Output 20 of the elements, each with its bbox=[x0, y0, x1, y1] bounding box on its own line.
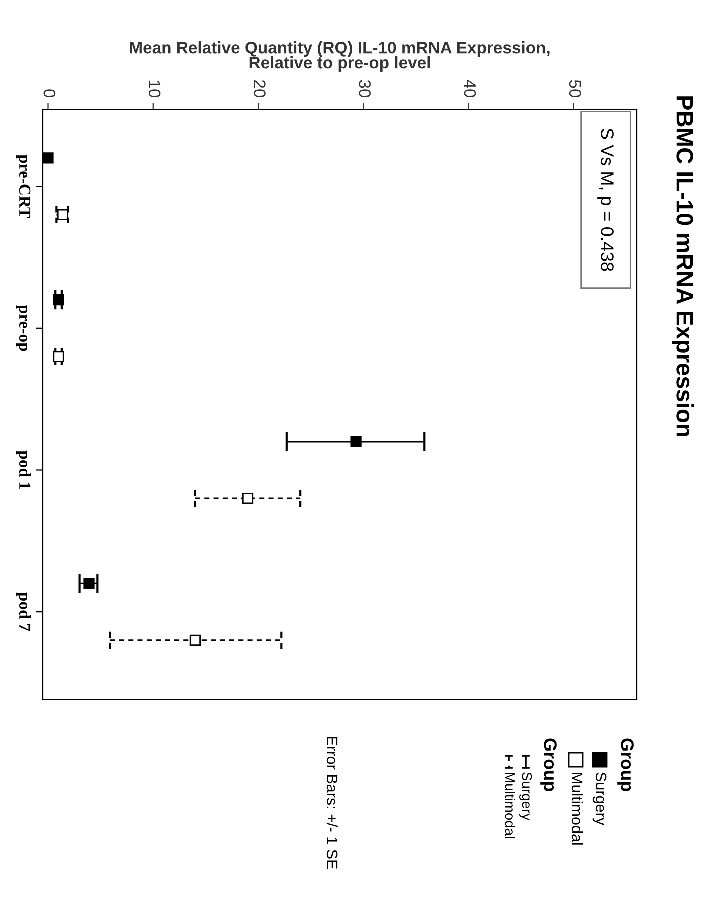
text: Group bbox=[540, 738, 557, 792]
y-tick-label: pre-CRT bbox=[16, 154, 31, 218]
x-tick-label: 0 bbox=[44, 90, 56, 98]
x-axis-title: Mean Relative Quantity (RQ) IL-10 mRNA Expression, Relative to pre-op level bbox=[130, 42, 550, 72]
text: Surgery bbox=[592, 772, 607, 826]
legend-title: Group bbox=[618, 738, 634, 792]
legend-label: Surgery bbox=[520, 772, 532, 821]
annotation: S Vs M, p = 0.438 bbox=[598, 128, 614, 272]
y-tick-label: pod 7 bbox=[16, 592, 32, 632]
text: PBMC IL-10 mRNA Expression bbox=[672, 96, 694, 436]
x-tick-label: 30 bbox=[359, 80, 371, 98]
x-tick-label: 10 bbox=[148, 80, 161, 98]
text: Error Bars: +/- 1 SE bbox=[326, 737, 338, 870]
x-tick-label: 40 bbox=[464, 80, 476, 98]
y-tick-label: pod 1 bbox=[16, 450, 32, 490]
y-tick-label: pre-op bbox=[16, 305, 28, 352]
x-tick-label: 50 bbox=[569, 80, 582, 98]
text: Multimodal bbox=[572, 773, 584, 845]
legend-label: Multimodal bbox=[505, 773, 516, 838]
x-tick-label: 20 bbox=[254, 80, 266, 98]
